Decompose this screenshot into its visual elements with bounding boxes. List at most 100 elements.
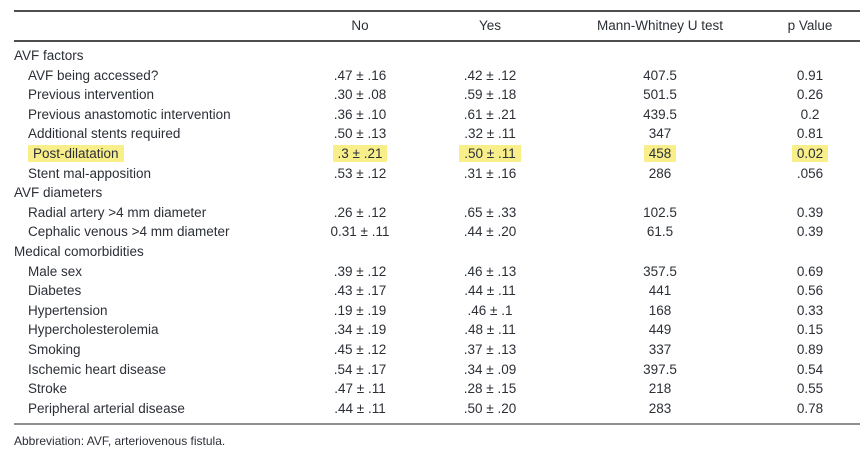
cell-p: 0.56 (760, 281, 860, 301)
cell-text: 0.39 (796, 204, 824, 220)
cell-text: Hypertension (28, 302, 108, 318)
section-header: AVF diameters (14, 185, 103, 201)
cell-yes: .44 ± .11 (420, 281, 560, 301)
cell-text: 0.54 (796, 361, 824, 377)
cell-text: .65 ± .33 (463, 204, 517, 220)
cell-no: .43 ± .17 (300, 281, 420, 301)
cell-p: 0.81 (760, 124, 860, 144)
cell-p: 0.26 (760, 85, 860, 105)
row-label-cell: Ischemic heart disease (14, 360, 300, 380)
cell-text: .42 ± .12 (463, 67, 517, 83)
cell-no: .45 ± .12 (300, 340, 420, 360)
column-header-empty (14, 11, 300, 42)
cell-text: .50 ± .13 (333, 126, 387, 142)
cell-u: 337 (560, 340, 760, 360)
row-label-cell: Peripheral arterial disease (14, 399, 300, 425)
cell-p: 0.54 (760, 360, 860, 380)
row-label-cell: Smoking (14, 340, 300, 360)
cell-text: 0.15 (796, 322, 824, 338)
cell-text: 407.5 (643, 67, 677, 83)
cell-yes: .48 ± .11 (420, 320, 560, 340)
row-label-cell: Stroke (14, 379, 300, 399)
cell-text: 0.89 (796, 341, 824, 357)
cell-u: 397.5 (560, 360, 760, 380)
cell-text: 449 (648, 322, 672, 338)
cell-text: .44 ± .20 (463, 224, 517, 240)
cell-yes: .61 ± .21 (420, 105, 560, 125)
cell-text: .53 ± .12 (333, 165, 387, 181)
column-header-yes: Yes (420, 11, 560, 42)
cell-text: .44 ± .11 (464, 283, 516, 299)
cell-u: 501.5 (560, 85, 760, 105)
cell-yes: .50 ± .20 (420, 399, 560, 425)
table-row: Ischemic heart disease .54 ± .17 .34 ± .09… (14, 360, 860, 380)
highlighted-cell-text: Post-dilatation (28, 144, 124, 162)
cell-text: .43 ± .17 (333, 283, 387, 299)
cell-text: .056 (796, 165, 824, 181)
cell-no: .26 ± .12 (300, 203, 420, 223)
cell-text: Previous anastomotic intervention (28, 106, 231, 122)
section-row: AVF diameters (14, 183, 860, 203)
cell-u: 168 (560, 301, 760, 321)
row-label-cell: Previous intervention (14, 85, 300, 105)
table-footnote: Abbreviation: AVF, arteriovenous fistula… (14, 434, 226, 449)
cell-u: 286 (560, 164, 760, 184)
cell-text: .54 ± .17 (333, 361, 387, 377)
cell-text: Ischemic heart disease (28, 361, 167, 377)
row-label-cell: Diabetes (14, 281, 300, 301)
row-label-cell: Hypercholesterolemia (14, 320, 300, 340)
cell-text: 0.39 (796, 224, 824, 240)
section-header: Medical comorbidities (14, 243, 144, 259)
cell-p: 0.02 (760, 144, 860, 164)
cell-text: .34 ± .19 (333, 322, 387, 338)
cell-text: .46 ± .13 (463, 263, 517, 279)
cell-no: .3 ± .21 (300, 144, 420, 164)
cell-no: .39 ± .12 (300, 262, 420, 282)
cell-text: 347 (648, 126, 672, 142)
cell-p: 0.2 (760, 105, 860, 125)
cell-no: .30 ± .08 (300, 85, 420, 105)
cell-text: 218 (648, 381, 672, 397)
cell-text: 0.33 (796, 302, 824, 318)
cell-text: Diabetes (28, 283, 82, 299)
cell-text: .31 ± .16 (463, 165, 517, 181)
cell-yes: .44 ± .20 (420, 222, 560, 242)
cell-p: 0.89 (760, 340, 860, 360)
cell-yes: .46 ± .1 (420, 301, 560, 321)
cell-text: 0.2 (800, 106, 820, 122)
cell-u: 441 (560, 281, 760, 301)
cell-no: .53 ± .12 (300, 164, 420, 184)
highlighted-cell-text: 458 (643, 144, 677, 162)
cell-text: Additional stents required (28, 126, 181, 142)
cell-u: 407.5 (560, 66, 760, 86)
cell-text: 0.69 (796, 263, 824, 279)
cell-yes: .28 ± .15 (420, 379, 560, 399)
cell-text: .28 ± .15 (463, 381, 517, 397)
cell-text: .32 ± .11 (464, 126, 516, 142)
cell-text: 283 (648, 400, 672, 416)
cell-text: 102.5 (643, 204, 677, 220)
table-row: Diabetes .43 ± .17 .44 ± .11 441 0.56 (14, 281, 860, 301)
cell-text: 286 (648, 165, 672, 181)
cell-text: Cephalic venous >4 mm diameter (28, 224, 230, 240)
cell-u: 458 (560, 144, 760, 164)
table-row: Male sex .39 ± .12 .46 ± .13 357.5 0.69 (14, 262, 860, 282)
cell-text: .37 ± .13 (463, 341, 517, 357)
table-row: AVF being accessed? .47 ± .16 .42 ± .12 407… (14, 66, 860, 86)
cell-yes: .32 ± .11 (420, 124, 560, 144)
row-label-cell: Hypertension (14, 301, 300, 321)
cell-text: 441 (648, 283, 672, 299)
cell-p: 0.33 (760, 301, 860, 321)
cell-text: .46 ± .1 (467, 302, 513, 318)
cell-yes: .37 ± .13 (420, 340, 560, 360)
row-label-cell: Previous anastomotic intervention (14, 105, 300, 125)
cell-text: 0.81 (796, 126, 824, 142)
highlighted-cell-text: .3 ± .21 (332, 144, 388, 162)
cell-text: 0.56 (796, 283, 824, 299)
cell-text: .47 ± .16 (333, 67, 387, 83)
cell-text: 168 (648, 302, 672, 318)
cell-no: .19 ± .19 (300, 301, 420, 321)
cell-u: 357.5 (560, 262, 760, 282)
cell-p: 0.15 (760, 320, 860, 340)
table-row: Smoking .45 ± .12 .37 ± .13 337 0.89 (14, 340, 860, 360)
